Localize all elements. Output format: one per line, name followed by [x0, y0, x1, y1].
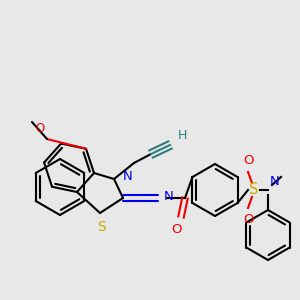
Text: O: O: [172, 223, 182, 236]
Text: H: H: [178, 129, 188, 142]
Text: S: S: [249, 182, 258, 196]
Text: O: O: [36, 122, 45, 135]
Text: O: O: [243, 154, 253, 167]
Text: N: N: [164, 190, 174, 203]
Text: N: N: [270, 175, 280, 188]
Text: O: O: [243, 213, 253, 226]
Text: N: N: [123, 170, 133, 184]
Text: S: S: [97, 220, 105, 234]
